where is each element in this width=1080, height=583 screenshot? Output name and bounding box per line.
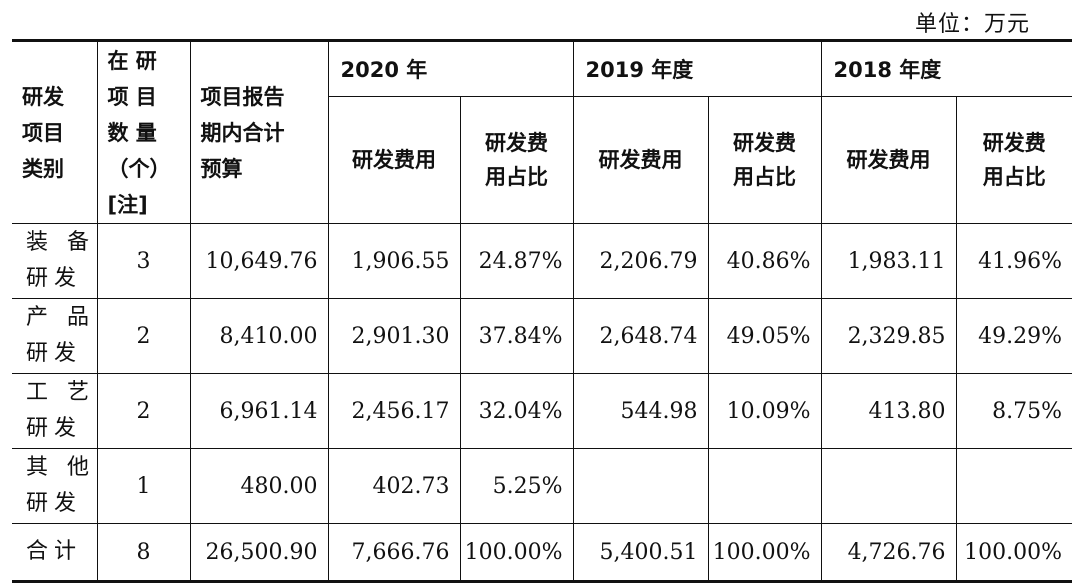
total-row: 合计 8 26,500.90 7,666.76 100.00% 5,400.51… — [12, 523, 1073, 582]
row-expense-2020: 2,456.17 — [327, 373, 461, 449]
row-budget: 8,410.00 — [189, 298, 329, 374]
total-count: 8 — [96, 523, 191, 582]
row-count: 2 — [96, 373, 191, 449]
row-expense-2018: 413.80 — [820, 373, 957, 449]
row-ratio-2018 — [955, 448, 1073, 524]
row-category: 产 品 研发 — [12, 298, 98, 374]
row-category: 工 艺 研发 — [12, 373, 98, 449]
total-ratio-2020: 100.00% — [459, 523, 574, 582]
row-ratio-2020: 32.04% — [459, 373, 574, 449]
header-ratio-2020: 研发费 用占比 — [459, 96, 574, 224]
unit-label: 单位：万元 — [914, 12, 1030, 37]
row-expense-2019: 2,206.79 — [572, 223, 709, 299]
row-expense-2019 — [572, 448, 709, 524]
row-expense-2019: 2,648.74 — [572, 298, 709, 374]
row-ratio-2019: 40.86% — [707, 223, 822, 299]
total-expense-2019: 5,400.51 — [572, 523, 709, 582]
header-project-count: 在 研 项 目 数 量 （个） [注] — [96, 40, 191, 224]
total-budget: 26,500.90 — [189, 523, 329, 582]
row-ratio-2020: 37.84% — [459, 298, 574, 374]
row-expense-2018: 2,329.85 — [820, 298, 957, 374]
table-row: 其 他 研发 1 480.00 402.73 5.25% — [12, 448, 1073, 524]
table-row: 工 艺 研发 2 6,961.14 2,456.17 32.04% 544.98… — [12, 373, 1073, 449]
row-ratio-2018: 49.29% — [955, 298, 1073, 374]
row-category: 其 他 研发 — [12, 448, 98, 524]
header-budget: 项目报告 期内合计 预算 — [189, 40, 329, 224]
row-category: 装 备 研发 — [12, 223, 98, 299]
row-ratio-2018: 8.75% — [955, 373, 1073, 449]
total-ratio-2018: 100.00% — [955, 523, 1073, 582]
total-label: 合计 — [12, 523, 98, 582]
row-ratio-2020: 24.87% — [459, 223, 574, 299]
header-year-2020: 2020 年 — [327, 40, 574, 97]
row-ratio-2019: 10.09% — [707, 373, 822, 449]
row-expense-2020: 402.73 — [327, 448, 461, 524]
total-expense-2018: 4,726.76 — [820, 523, 957, 582]
total-ratio-2019: 100.00% — [707, 523, 822, 582]
total-expense-2020: 7,666.76 — [327, 523, 461, 582]
rd-expense-table: 研发 项目 类别 在 研 项 目 数 量 （个） [注] 项目报告 期内合计 预… — [12, 39, 1073, 583]
header-year-2018: 2018 年度 — [820, 40, 1073, 97]
row-ratio-2020: 5.25% — [459, 448, 574, 524]
row-budget: 10,649.76 — [189, 223, 329, 299]
row-count: 1 — [96, 448, 191, 524]
row-count: 3 — [96, 223, 191, 299]
table-row: 装 备 研发 3 10,649.76 1,906.55 24.87% 2,206… — [12, 223, 1073, 299]
row-budget: 6,961.14 — [189, 373, 329, 449]
header-year-2019: 2019 年度 — [572, 40, 822, 97]
header-expense-2020: 研发费用 — [328, 96, 461, 224]
header-category: 研发 项目 类别 — [12, 40, 98, 224]
row-ratio-2019: 49.05% — [707, 298, 822, 374]
row-expense-2018: 1,983.11 — [820, 223, 957, 299]
row-expense-2020: 2,901.30 — [327, 298, 461, 374]
row-count: 2 — [96, 298, 191, 374]
table-row: 产 品 研发 2 8,410.00 2,901.30 37.84% 2,648.… — [12, 298, 1073, 374]
header-expense-2018: 研发费用 — [820, 96, 957, 224]
row-ratio-2018: 41.96% — [955, 223, 1073, 299]
row-budget: 480.00 — [189, 448, 329, 524]
header-expense-2019: 研发费用 — [572, 96, 709, 224]
row-expense-2020: 1,906.55 — [327, 223, 461, 299]
row-expense-2018 — [820, 448, 957, 524]
row-expense-2019: 544.98 — [572, 373, 709, 449]
header-ratio-2018: 研发费 用占比 — [955, 96, 1073, 224]
row-ratio-2019 — [707, 448, 822, 524]
header-ratio-2019: 研发费 用占比 — [707, 96, 822, 224]
